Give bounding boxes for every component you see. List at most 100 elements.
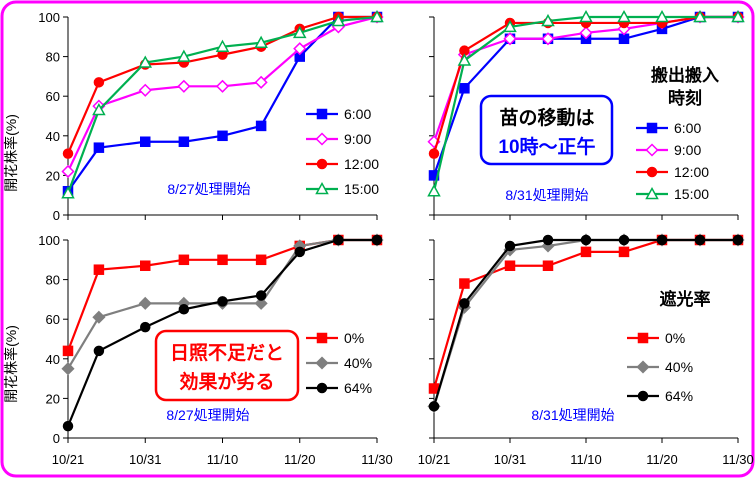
data-point-15:00 — [138, 55, 153, 68]
legend-label-64%: 64% — [665, 388, 693, 404]
data-point-15:00 — [655, 9, 669, 23]
data-point-6:00 — [618, 33, 630, 45]
legend-label-6:00: 6:00 — [674, 120, 701, 136]
data-point-64% — [580, 234, 592, 246]
legend-label-40%: 40% — [665, 359, 693, 375]
y-tick-label: 0 — [53, 431, 60, 446]
data-point-15:00 — [370, 9, 384, 23]
legend-label-6:00: 6:00 — [344, 106, 371, 122]
legend-label-12:00: 12:00 — [674, 164, 709, 180]
legend-marker-64% — [316, 382, 328, 394]
x-tick-label: 11/10 — [207, 452, 239, 467]
data-point-15:00 — [177, 49, 191, 62]
data-point-15:00 — [61, 186, 75, 199]
data-point-0% — [428, 383, 440, 394]
panel-note: 8/27処理開始 — [167, 181, 250, 197]
data-point-40% — [92, 310, 106, 324]
series-line-40% — [432, 238, 738, 407]
legend-title-shading: 遮光率 — [660, 289, 711, 309]
data-point-64% — [694, 234, 706, 246]
data-point-15:00 — [731, 9, 745, 23]
data-point-64% — [459, 298, 470, 309]
data-point-15:00 — [92, 103, 106, 116]
data-point-12:00 — [428, 148, 440, 159]
legend-marker-0% — [637, 332, 649, 344]
legend-marker-40% — [315, 356, 329, 370]
x-tick-label: 10/31 — [494, 452, 527, 467]
callout-sunlight-box — [154, 329, 300, 402]
panel-note: 8/31処理開始 — [505, 187, 588, 203]
data-point-40% — [61, 362, 75, 376]
data-point-6:00 — [459, 83, 470, 94]
x-tick-label: 11/30 — [361, 452, 393, 467]
x-tick-label: 11/30 — [722, 452, 754, 467]
legend-top-left: 6:00 9:00 12:00 15:00 — [306, 106, 379, 197]
legend-label-9:00: 9:00 — [674, 142, 701, 158]
legend-label-0%: 0% — [344, 330, 364, 346]
data-point-15:00 — [617, 9, 631, 23]
data-point-15:00 — [503, 19, 517, 33]
y-tick-label: 60 — [46, 89, 60, 104]
callout-move-time-box — [479, 94, 614, 166]
legend-marker-0% — [316, 332, 328, 344]
legend-label-9:00: 9:00 — [344, 131, 371, 147]
data-point-64% — [333, 234, 344, 246]
y-tick-label: 40 — [46, 129, 60, 144]
panel-note: 8/27処理開始 — [166, 407, 249, 423]
data-point-15:00 — [579, 9, 593, 23]
data-point-64% — [178, 304, 190, 315]
data-point-0% — [504, 260, 516, 271]
y-tick-label: 20 — [46, 168, 60, 183]
y-axis-label-top: 開花株率(%) — [3, 114, 19, 192]
legend-bottom-left: 0% 40% 64% — [306, 330, 372, 396]
data-point-15:00 — [427, 184, 441, 197]
x-tick-label: 10/21 — [418, 452, 451, 467]
y-tick-label: 80 — [46, 50, 60, 65]
data-point-15:00 — [693, 9, 707, 23]
data-point-64% — [656, 234, 668, 246]
data-point-40% — [138, 296, 152, 310]
data-point-0% — [618, 246, 630, 258]
legend-bottom-right: 遮光率 0% 40% 64% — [627, 289, 711, 404]
data-point-0% — [93, 264, 105, 275]
data-point-0% — [459, 278, 470, 289]
data-point-9:00 — [61, 164, 75, 179]
data-point-64% — [255, 290, 267, 301]
data-point-64% — [217, 296, 228, 307]
data-point-9:00 — [503, 32, 517, 46]
data-point-0% — [62, 345, 74, 357]
data-point-15:00 — [292, 25, 307, 39]
data-point-0% — [542, 260, 554, 271]
data-point-9:00 — [215, 79, 230, 93]
data-point-6:00 — [255, 120, 267, 132]
data-point-12:00 — [62, 148, 74, 159]
x-tick-label: 11/20 — [284, 452, 316, 467]
x-tick-label: 11/20 — [646, 452, 678, 467]
data-point-15:00 — [254, 35, 268, 48]
callout-sunlight: 日照不足だと 効果が劣る — [154, 329, 300, 402]
y-tick-label: 0 — [53, 208, 60, 223]
data-point-64% — [62, 420, 74, 432]
data-point-64% — [618, 234, 630, 246]
panel-bottom-right: 10/21 10/31 11/10 11/20 11/30 8/31処理開始 — [418, 233, 754, 467]
legend-label-64%: 64% — [344, 380, 372, 396]
data-point-0% — [140, 260, 151, 271]
legend-marker-15:00 — [315, 181, 329, 195]
data-point-6:00 — [140, 136, 151, 147]
legend-label-15:00: 15:00 — [674, 186, 709, 202]
data-point-40% — [254, 296, 268, 310]
y-axis-label-bottom: 開花株率(%) — [3, 325, 19, 403]
x-tick-label: 10/21 — [52, 452, 85, 467]
data-point-64% — [428, 401, 440, 412]
data-point-64% — [93, 345, 105, 357]
data-point-9:00 — [293, 42, 307, 56]
y-tick-label: 80 — [46, 273, 60, 288]
data-point-12:00 — [93, 77, 105, 88]
y-tick-label: 100 — [38, 10, 60, 25]
data-point-0% — [217, 254, 228, 266]
x-tick-label: 11/10 — [570, 452, 602, 467]
panel-top-right: 8/31処理開始 — [427, 9, 745, 220]
series-line-64% — [432, 238, 738, 407]
